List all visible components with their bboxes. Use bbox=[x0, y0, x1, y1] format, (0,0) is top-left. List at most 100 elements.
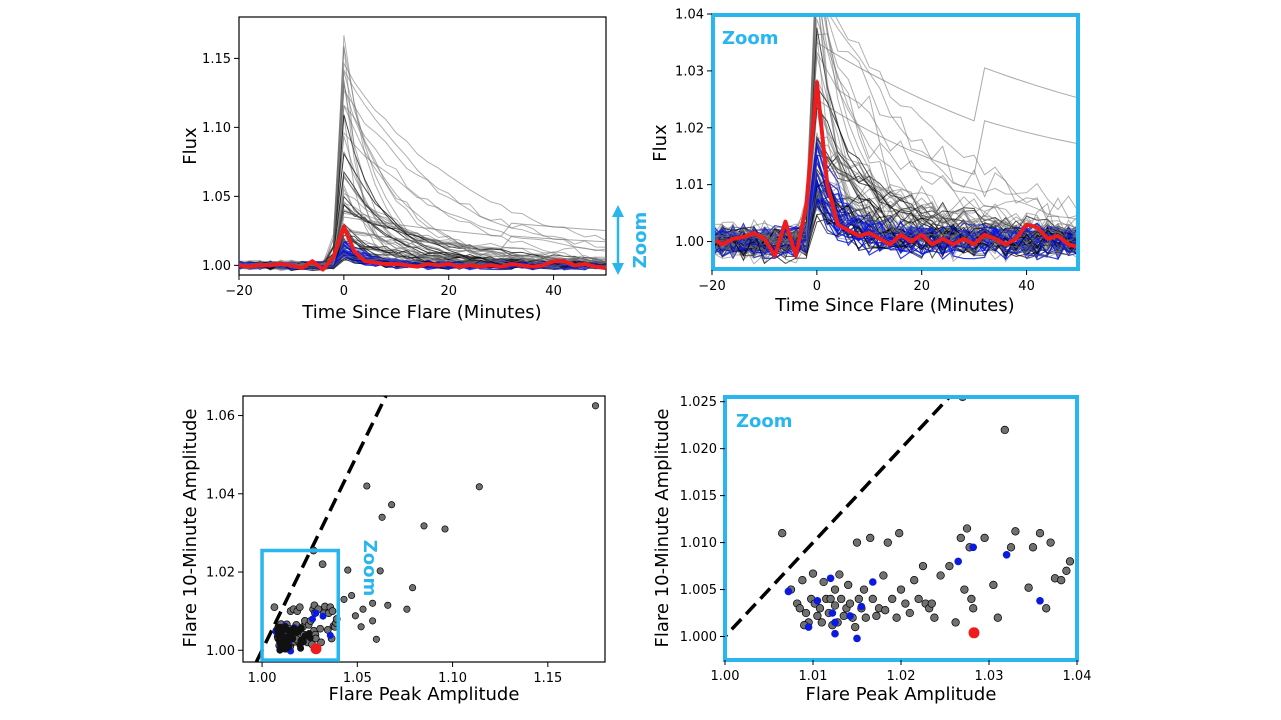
x-tick-label: 1.05 bbox=[343, 671, 372, 686]
scatter-point bbox=[296, 641, 304, 649]
scatter-point bbox=[798, 576, 807, 585]
amplitude-scatter-full: 1.00 1.05 1.10 1.15 1.00 1.02 1.04 1.06 Zoom F… bbox=[180, 395, 606, 705]
scatter-point bbox=[968, 627, 980, 639]
y-axis-ticks: 1.00 1.02 1.04 1.06 bbox=[206, 409, 243, 659]
plot-frame bbox=[238, 16, 607, 276]
dashed-reference-line bbox=[725, 397, 951, 640]
y-tick-label: 1.00 bbox=[206, 644, 235, 659]
scatter-point bbox=[901, 599, 910, 608]
x-tick-label: −20 bbox=[225, 284, 252, 299]
y-tick-label: 1.000 bbox=[680, 630, 717, 645]
x-axis-label: Time Since Flare (Minutes) bbox=[774, 295, 1014, 316]
scatter-point bbox=[954, 557, 962, 566]
scatter-point bbox=[962, 524, 972, 533]
scatter-point bbox=[378, 513, 386, 521]
one-to-one-reference-line bbox=[254, 396, 388, 662]
scatter-point bbox=[883, 538, 892, 547]
scatter-point bbox=[969, 543, 977, 552]
plot-frame bbox=[242, 395, 606, 663]
scatter-point bbox=[1046, 538, 1055, 547]
scatter-point bbox=[910, 576, 919, 585]
y-tick-label: 1.04 bbox=[206, 487, 235, 502]
zoom-label: Zoom bbox=[359, 540, 380, 597]
scatter-point bbox=[960, 585, 969, 594]
scatter-point bbox=[328, 607, 337, 615]
scatter-point bbox=[831, 629, 839, 638]
y-axis-ticks: 1.00 1.05 1.10 1.15 bbox=[202, 52, 239, 274]
scatter-point bbox=[969, 604, 978, 613]
zoom-arrow bbox=[612, 205, 624, 275]
scatter-point bbox=[1036, 597, 1044, 605]
scatter-point bbox=[316, 624, 325, 633]
scatter-point bbox=[980, 533, 989, 543]
lightcurve bbox=[712, 78, 1079, 253]
scatter-point bbox=[475, 483, 483, 491]
scatter-point bbox=[441, 525, 449, 533]
scatter-point bbox=[989, 580, 998, 590]
scatter-point bbox=[918, 561, 928, 571]
x-tick-label: 40 bbox=[545, 284, 562, 299]
scatter-point bbox=[804, 623, 813, 631]
scatter-point bbox=[778, 529, 787, 538]
y-tick-label: 1.15 bbox=[202, 52, 231, 67]
x-axis-label: Flare Peak Amplitude bbox=[329, 684, 520, 705]
lightcurve bbox=[238, 45, 607, 269]
y-tick-label: 1.01 bbox=[675, 178, 704, 193]
y-axis-label: Flare 10-Minute Amplitude bbox=[652, 408, 673, 647]
lightcurve-panel-zoom: −20 0 20 40 1.00 1.01 1.02 1.03 1.04 Zoom Time … bbox=[650, 8, 1080, 316]
median-lightcurve bbox=[712, 80, 1079, 258]
scatter-point bbox=[930, 613, 939, 622]
y-tick-label: 1.02 bbox=[675, 121, 704, 136]
scatter-point bbox=[283, 639, 290, 646]
lightcurve-panel-full: −20 0 20 40 1.00 1.05 1.10 1.15 Time Since Fla… bbox=[180, 16, 651, 323]
scatter-point bbox=[872, 611, 881, 621]
scatter-point bbox=[967, 594, 976, 604]
zoom-label: Zoom bbox=[630, 212, 651, 269]
scatter-point bbox=[1011, 527, 1020, 536]
scatter-point bbox=[275, 634, 283, 641]
x-axis-ticks: −20 0 20 40 bbox=[698, 270, 1035, 294]
zoom-label: Zoom bbox=[722, 28, 779, 49]
scatter-point bbox=[830, 585, 840, 594]
y-tick-label: 1.05 bbox=[202, 190, 231, 205]
scatter-point bbox=[813, 597, 822, 605]
scatter-point bbox=[869, 578, 877, 586]
y-tick-label: 1.025 bbox=[680, 395, 717, 410]
scatter-point bbox=[344, 566, 352, 574]
scatter-point bbox=[914, 594, 923, 604]
lightcurve bbox=[238, 114, 607, 269]
flare-points bbox=[270, 402, 600, 655]
scatter-point bbox=[905, 608, 914, 618]
scatter-point bbox=[815, 604, 825, 613]
y-tick-label: 1.010 bbox=[680, 536, 717, 551]
scatter-point bbox=[993, 613, 1002, 622]
scatter-point bbox=[853, 634, 861, 643]
scatter-point bbox=[896, 585, 906, 594]
scatter-point bbox=[403, 605, 411, 613]
scatter-point bbox=[319, 612, 327, 620]
scatter-point bbox=[384, 601, 392, 609]
scatter-point bbox=[388, 501, 396, 509]
zoom-box-outline bbox=[260, 548, 341, 662]
scatter-point bbox=[1028, 543, 1038, 552]
x-axis-ticks: −20 0 20 40 bbox=[225, 275, 562, 299]
zoom-label: Zoom bbox=[736, 411, 793, 432]
scatter-point bbox=[830, 601, 840, 610]
scatter-point bbox=[279, 627, 287, 635]
scatter-point bbox=[318, 560, 327, 569]
scatter-point bbox=[857, 602, 866, 611]
scatter-point bbox=[795, 604, 804, 613]
lightcurve bbox=[712, 214, 1079, 256]
scatter-point bbox=[927, 599, 936, 608]
x-tick-label: 1.15 bbox=[533, 671, 562, 686]
scatter-point bbox=[1057, 576, 1066, 585]
lightcurve bbox=[238, 216, 607, 266]
scatter-point bbox=[340, 595, 348, 603]
scatter-point bbox=[1065, 557, 1075, 566]
scatter-point bbox=[826, 574, 835, 583]
y-tick-label: 1.015 bbox=[680, 489, 717, 504]
lightcurve bbox=[712, 41, 1079, 242]
zoom-box bbox=[260, 548, 341, 662]
zoom-frame bbox=[723, 395, 1079, 662]
